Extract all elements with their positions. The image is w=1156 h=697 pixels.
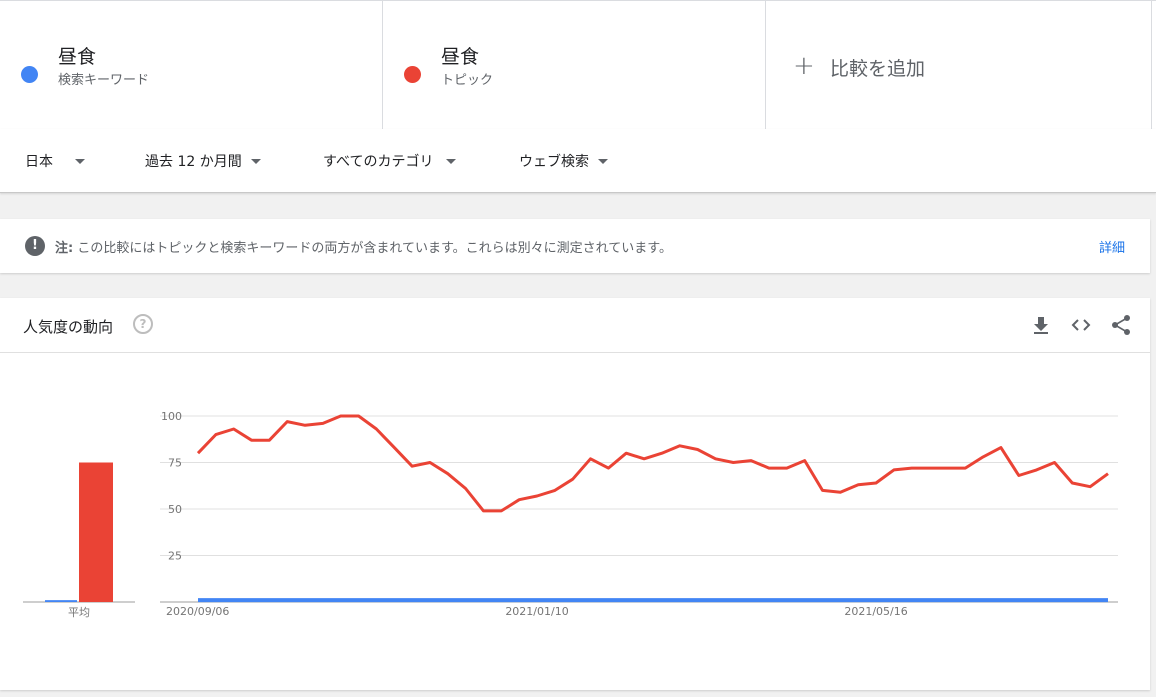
term-1-name[interactable]: 昼食 xyxy=(58,46,97,68)
term-2-type: トピック xyxy=(441,73,494,88)
period-select[interactable]: 過去 12 か月間 xyxy=(145,151,261,171)
region-select[interactable]: 日本 xyxy=(25,151,85,171)
y-tick-label: 75 xyxy=(168,457,182,470)
term-1-color-dot xyxy=(21,66,38,83)
average-bar-1 xyxy=(45,600,77,602)
chevron-down-icon xyxy=(598,158,608,164)
search-type-select[interactable]: ウェブ検索 xyxy=(519,151,608,171)
x-axis: 2020/09/06 2021/01/10 2021/05/16 xyxy=(166,605,908,618)
note-text: 注: この比較にはトピックと検索キーワードの両方が含まれています。これらは別々に… xyxy=(55,237,672,256)
note-label: 注: xyxy=(55,241,74,256)
add-compare-button[interactable]: + 比較を追加 xyxy=(766,1,1152,129)
chevron-down-icon xyxy=(446,158,457,164)
alert-icon: ! xyxy=(25,236,45,256)
download-icon[interactable] xyxy=(1030,314,1052,336)
term-card-2[interactable]: 昼食 トピック xyxy=(383,1,766,129)
chart-grid xyxy=(160,415,1118,603)
chevron-down-icon xyxy=(250,158,261,164)
term-2-name[interactable]: 昼食 xyxy=(441,46,480,68)
interest-chart: 平均 25 50 75 100 2020/09/06 2021/01/10 2021/05… xyxy=(23,410,1118,619)
y-tick-label: 25 xyxy=(168,550,182,563)
average-label: 平均 xyxy=(68,606,90,619)
y-tick-label: 50 xyxy=(168,503,182,516)
x-tick-label: 2021/05/16 xyxy=(844,605,907,618)
search-type-value: ウェブ検索 xyxy=(519,154,589,170)
term-card-1[interactable]: 昼食 検索キーワード xyxy=(0,1,383,129)
series-line-1 xyxy=(196,414,1109,513)
average-bar-2 xyxy=(79,462,113,602)
compare-terms-bar: 昼食 検索キーワード 昼食 トピック + 比較を追加 xyxy=(0,0,1156,129)
plus-icon: + xyxy=(793,51,815,81)
help-circle-icon[interactable]: ? xyxy=(133,314,153,334)
embed-code-icon[interactable] xyxy=(1070,314,1092,336)
region-value: 日本 xyxy=(25,154,53,170)
chevron-down-icon xyxy=(75,158,85,164)
x-tick-label: 2021/01/10 xyxy=(505,605,568,618)
note-body: この比較にはトピックと検索キーワードの両方が含まれています。これらは別々に測定さ… xyxy=(77,241,672,256)
term-1-type: 検索キーワード xyxy=(58,73,150,88)
y-axis: 25 50 75 100 xyxy=(161,410,182,563)
term-2-color-dot xyxy=(404,66,421,83)
card-header: 人気度の動向 ? xyxy=(0,298,1150,353)
add-compare-label: 比較を追加 xyxy=(830,58,926,80)
average-chart: 平均 xyxy=(23,462,135,619)
learn-more-link[interactable]: 詳細 xyxy=(1099,241,1126,256)
x-tick-label: 2020/09/06 xyxy=(166,605,229,618)
note-banner: ! 注: この比較にはトピックと検索キーワードの両方が含まれています。これらは別… xyxy=(0,219,1150,273)
chart-series xyxy=(196,414,1109,603)
interest-over-time-card: 人気度の動向 ? 平均 25 50 75 100 2020/09/06 2021/01/… xyxy=(0,298,1150,690)
share-icon[interactable] xyxy=(1110,314,1132,336)
filter-bar: 日本 過去 12 か月間 すべてのカテゴリ ウェブ検索 xyxy=(0,129,1156,193)
category-select[interactable]: すべてのカテゴリ xyxy=(323,151,457,171)
category-value: すべてのカテゴリ xyxy=(323,154,434,170)
card-title: 人気度の動向 xyxy=(23,318,114,336)
period-value: 過去 12 か月間 xyxy=(145,154,242,170)
y-tick-label: 100 xyxy=(161,410,182,423)
